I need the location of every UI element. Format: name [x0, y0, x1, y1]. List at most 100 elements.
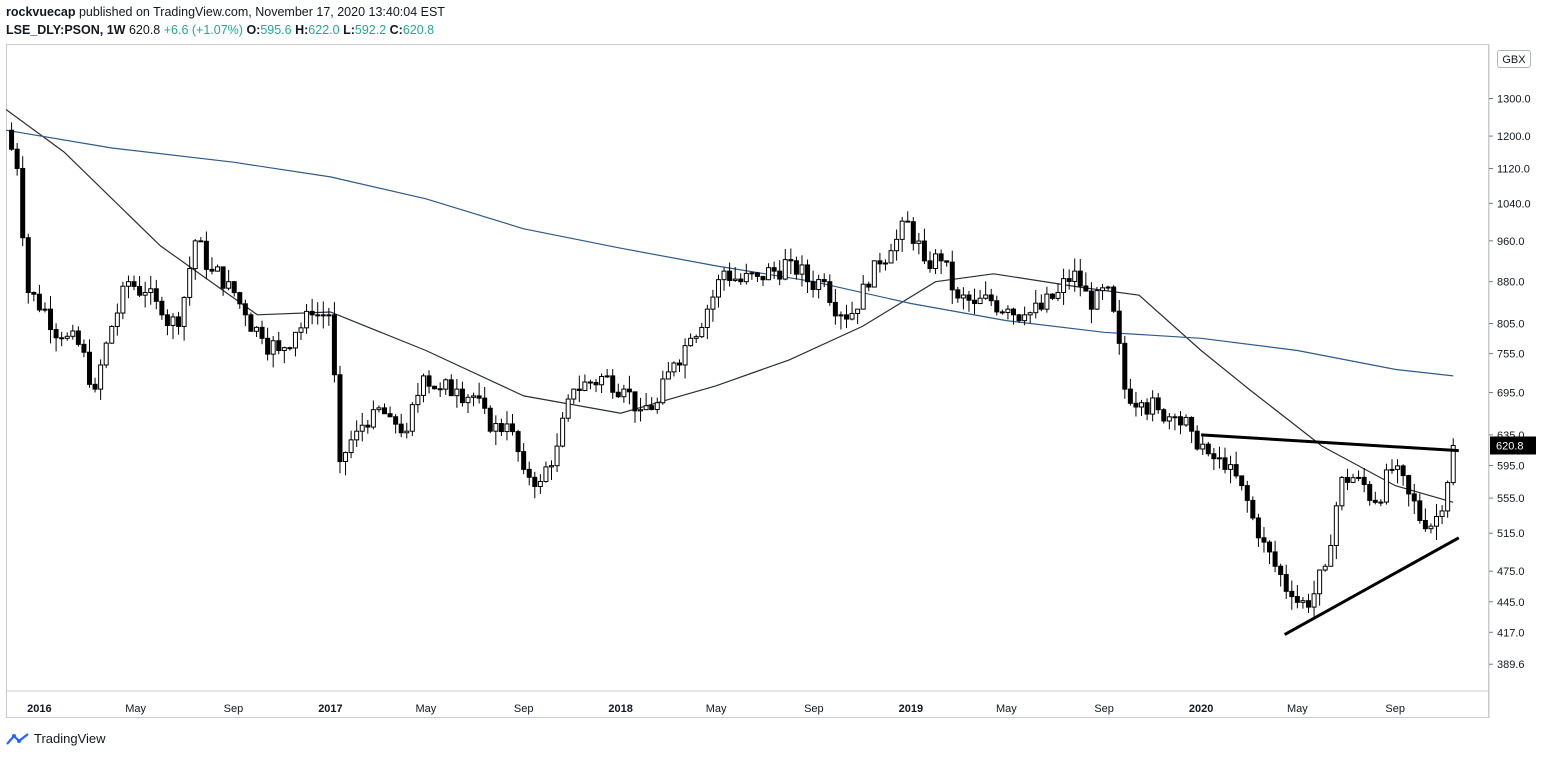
candle-body: [560, 417, 566, 447]
candle-body: [125, 281, 131, 287]
candle-body: [1244, 485, 1250, 501]
candle-body: [1367, 484, 1373, 501]
low-value: 592.2: [354, 23, 387, 37]
candle-body: [576, 388, 582, 391]
candle-body: [1010, 308, 1016, 316]
candle-body: [1144, 402, 1150, 415]
x-tick-label: Sep: [1385, 703, 1405, 715]
candle-body: [771, 267, 777, 272]
tradingview-logo-icon: [6, 732, 29, 745]
open-label: O:: [246, 23, 261, 37]
y-tick-label: 880.0: [1497, 277, 1525, 289]
candle-body: [354, 430, 360, 441]
author-name[interactable]: rockvuecap: [6, 5, 76, 19]
candle-body: [343, 452, 349, 462]
candle-body: [1139, 402, 1145, 408]
candle-body: [532, 476, 538, 487]
candle-body: [1133, 402, 1139, 408]
candle-body: [493, 423, 499, 432]
candle-body: [498, 423, 504, 433]
candle-body: [871, 260, 877, 288]
candle-body: [738, 278, 744, 283]
candle-body: [1283, 574, 1289, 592]
candle-body: [743, 272, 749, 283]
trendline: [1201, 433, 1459, 453]
candle-body: [465, 396, 471, 404]
candle-body: [782, 259, 788, 280]
candle-body: [916, 240, 922, 244]
x-tick-label: May: [996, 703, 1017, 715]
y-tick-label: 1200.0: [1497, 131, 1531, 143]
candle-body: [1328, 544, 1334, 567]
candle-body: [877, 260, 883, 265]
candle-body: [220, 266, 226, 289]
candle-body: [688, 337, 694, 347]
candle-body: [420, 375, 426, 396]
candle-body: [1261, 537, 1267, 543]
open-value: 595.6: [260, 23, 292, 37]
candle-body: [20, 167, 26, 239]
candle-body: [1183, 416, 1189, 426]
candle-body: [972, 299, 978, 305]
y-tick-label: 445.0: [1497, 597, 1525, 609]
candle-body: [1317, 569, 1323, 595]
candle-body: [86, 351, 92, 385]
currency-badge[interactable]: GBX: [1497, 50, 1531, 68]
candle-body: [1127, 388, 1133, 404]
candle-body: [832, 301, 838, 317]
candle-body: [860, 283, 866, 310]
candle-body: [827, 281, 833, 303]
candle-body: [382, 407, 388, 415]
brand-name: TradingView: [34, 731, 106, 746]
candle-body: [215, 266, 221, 272]
candle-body: [654, 402, 660, 410]
candle-body: [1155, 397, 1161, 411]
tradingview-brand[interactable]: TradingView: [6, 731, 106, 746]
candle-body: [599, 375, 605, 386]
candle-body: [1005, 308, 1011, 313]
candle-body: [259, 326, 265, 339]
candle-body: [1372, 499, 1378, 503]
candle-body: [148, 288, 154, 293]
candle-body: [999, 311, 1005, 314]
candle-body: [170, 316, 176, 326]
candle-body: [1356, 476, 1362, 479]
candle-body: [1239, 475, 1245, 487]
candle-body: [821, 279, 827, 283]
candle-body: [1222, 457, 1228, 470]
published-text: published on TradingView.com, November 1…: [78, 5, 445, 19]
candle-body: [1077, 270, 1083, 287]
candle-body: [109, 325, 115, 344]
candle-body: [1344, 476, 1350, 483]
candle-body: [810, 281, 816, 290]
candle-body: [966, 294, 972, 301]
candle-body: [1361, 476, 1367, 486]
candle-body: [1083, 285, 1089, 292]
candle-body: [955, 289, 961, 299]
candle-body: [543, 466, 549, 482]
candle-body: [181, 296, 187, 327]
candle-body: [114, 312, 120, 327]
candle-body: [1450, 444, 1456, 484]
candle-body: [788, 259, 794, 262]
candle-body: [526, 468, 532, 478]
candle-body: [1205, 443, 1211, 455]
candle-body: [727, 270, 733, 281]
candle-body: [621, 388, 627, 398]
candle-body: [1305, 600, 1311, 608]
candle-body: [70, 330, 76, 337]
candle-body: [565, 398, 571, 419]
candle-body: [471, 395, 477, 398]
candle-body: [432, 385, 438, 390]
candle-body: [994, 300, 1000, 313]
candle-body: [593, 381, 599, 386]
x-tick-label: Sep: [514, 703, 534, 715]
candle-body: [1311, 593, 1317, 608]
candle-body: [910, 221, 916, 244]
candle-body: [1200, 443, 1206, 450]
candle-body: [482, 397, 488, 409]
candle-body: [882, 262, 888, 265]
candle-body: [610, 375, 616, 393]
candle-body: [1333, 505, 1339, 546]
